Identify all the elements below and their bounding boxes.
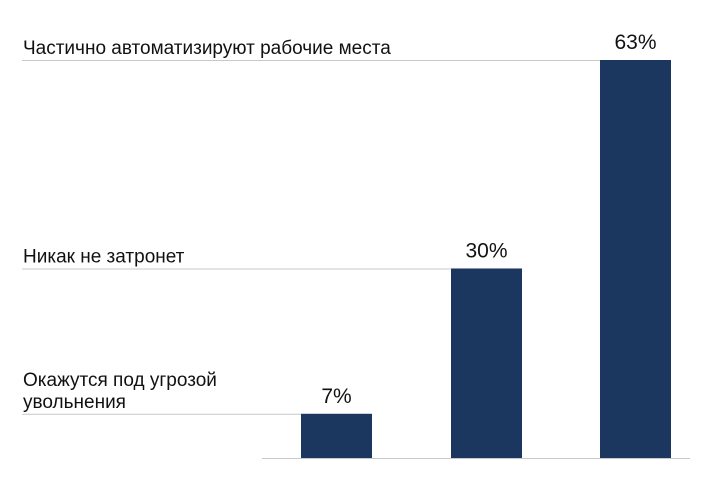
category-label-line: Окажутся под угрозой <box>23 370 217 391</box>
category-label-line: увольнения <box>23 392 126 413</box>
category-label: Никак не затронет <box>23 246 185 267</box>
category-label: Частично автоматизируют рабочие места <box>23 38 391 59</box>
value-label: 30% <box>465 239 507 262</box>
value-label: 7% <box>321 385 351 408</box>
category-label-line: Частично автоматизируют рабочие места <box>23 38 391 59</box>
bar-2 <box>451 268 522 458</box>
category-label-line: Никак не затронет <box>23 246 185 267</box>
category-label: Окажутся под угрозой увольнения <box>23 370 217 413</box>
bar-3 <box>600 60 671 458</box>
bar-1 <box>301 413 372 458</box>
value-label: 63% <box>614 31 656 54</box>
